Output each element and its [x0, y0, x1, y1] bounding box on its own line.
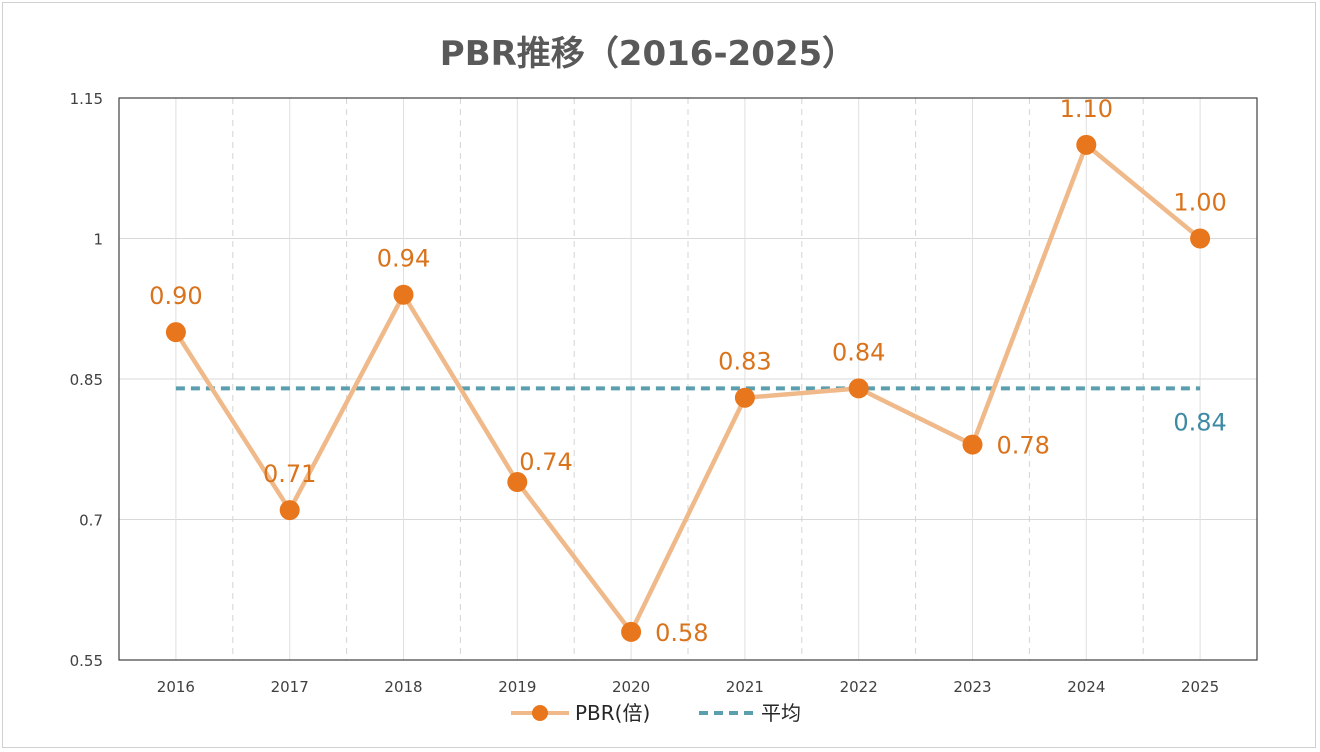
y-tick-label: 0.85 — [70, 371, 103, 389]
pbr-data-label: 0.90 — [149, 282, 202, 310]
series-layer: 0.84 0.90 0.71 0.94 0.74 0.58 0.83 0.84 0.78 1.10… — [149, 95, 1227, 647]
legend-pbr-label: PBR(倍) — [575, 701, 650, 725]
x-tick-label: 2025 — [1181, 678, 1219, 696]
x-tick-label: 2021 — [726, 678, 764, 696]
pbr-point — [734, 387, 755, 408]
x-tick-label: 2024 — [1067, 678, 1105, 696]
pbr-series-line — [174, 142, 1202, 635]
plot-area-border — [118, 97, 1258, 661]
y-tick-label: 1 — [93, 231, 103, 249]
pbr-point — [507, 472, 528, 493]
pbr-data-label: 1.10 — [1060, 95, 1113, 123]
pbr-point — [962, 434, 983, 455]
axis-layer: 0.55 0.7 0.85 1 1.15 2016 2017 2018 2019 2020 2021… — [70, 90, 1258, 696]
x-tick-label: 2016 — [157, 678, 195, 696]
pbr-data-label: 1.00 — [1173, 189, 1226, 217]
legend-average-label: 平均 — [761, 701, 801, 725]
pbr-point — [1190, 228, 1211, 249]
pbr-point — [279, 500, 300, 521]
legend-pbr-marker-swatch — [532, 705, 548, 721]
x-tick-label: 2017 — [271, 678, 309, 696]
pbr-data-label: 0.84 — [832, 338, 885, 366]
pbr-data-label: 0.74 — [519, 448, 572, 476]
pbr-point — [165, 322, 186, 343]
average-data-label: 0.84 — [1173, 408, 1226, 436]
pbr-data-label: 0.58 — [655, 619, 708, 647]
pbr-data-label: 0.94 — [377, 245, 430, 273]
pbr-point — [621, 621, 642, 642]
pbr-data-label: 0.83 — [718, 348, 771, 376]
pbr-point — [848, 378, 869, 399]
pbr-data-label: 0.71 — [263, 460, 316, 488]
x-tick-label: 2022 — [840, 678, 878, 696]
pbr-data-label: 0.78 — [997, 432, 1050, 460]
y-tick-label: 0.7 — [79, 512, 103, 530]
pbr-point — [393, 284, 414, 305]
x-tick-label: 2023 — [953, 678, 991, 696]
pbr-line-chart: PBR推移（2016-2025） 0.55 0.7 0.85 1 1.15 2016 201… — [70, 34, 1258, 725]
grid-layer — [119, 97, 1257, 661]
pbr-point — [1076, 134, 1097, 155]
x-tick-label: 2018 — [384, 678, 422, 696]
y-tick-label: 1.15 — [70, 90, 103, 108]
legend: PBR(倍) 平均 — [511, 701, 801, 725]
y-tick-label: 0.55 — [70, 652, 103, 670]
x-tick-label: 2020 — [612, 678, 650, 696]
chart-title: PBR推移（2016-2025） — [440, 34, 856, 74]
x-tick-label: 2019 — [498, 678, 536, 696]
